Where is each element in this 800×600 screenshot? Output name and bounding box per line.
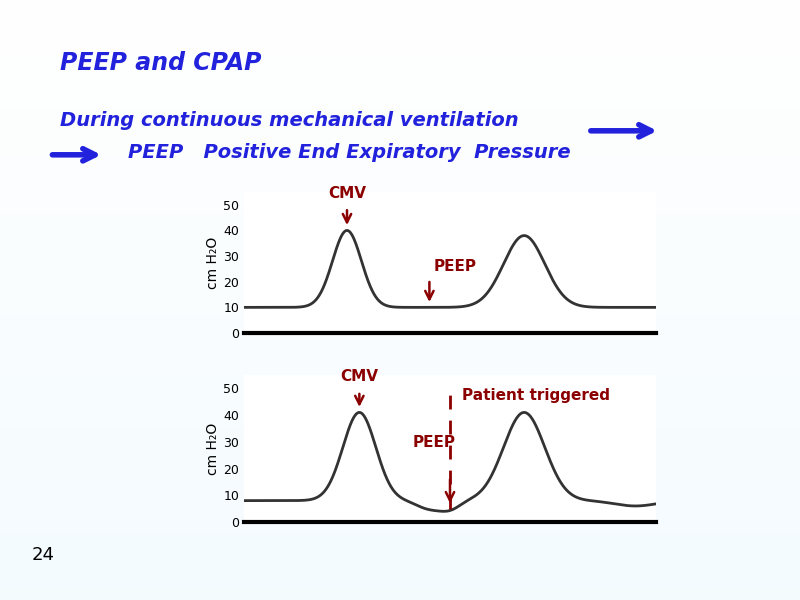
Y-axis label: cm H₂O: cm H₂O: [206, 422, 220, 475]
Text: PEEP: PEEP: [434, 259, 477, 274]
Text: During continuous mechanical ventilation: During continuous mechanical ventilation: [60, 111, 518, 130]
Text: PEEP and CPAP: PEEP and CPAP: [60, 51, 262, 75]
Text: 24: 24: [32, 546, 55, 564]
Text: PEEP: PEEP: [413, 435, 456, 450]
Text: PEEP   Positive End Expiratory  Pressure: PEEP Positive End Expiratory Pressure: [128, 143, 570, 162]
Text: Patient triggered: Patient triggered: [462, 388, 610, 403]
Text: CMV: CMV: [340, 370, 378, 385]
Text: CMV: CMV: [328, 186, 366, 201]
Y-axis label: cm H₂O: cm H₂O: [206, 236, 220, 289]
